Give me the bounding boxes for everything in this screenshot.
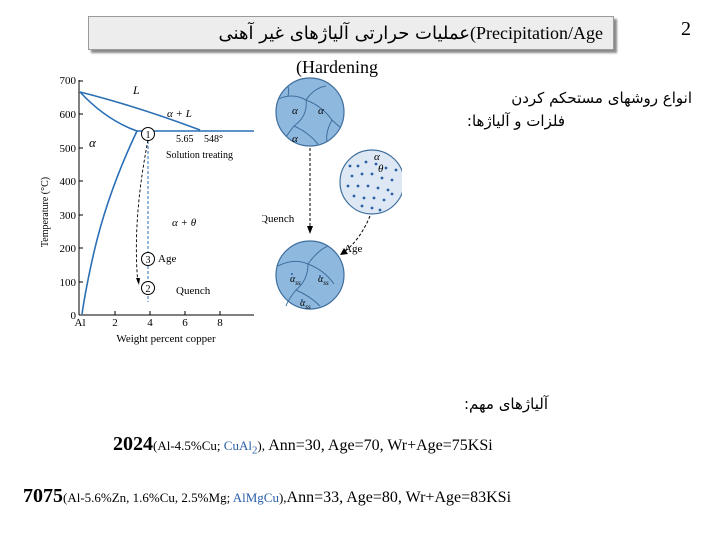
step-number: 1: [146, 130, 151, 141]
process-arrow: [135, 139, 149, 285]
title-persian: عملیات حرارتی آلیاژهای غیر آهنی: [218, 23, 471, 44]
y-axis-label: Temperature (°C): [40, 177, 51, 247]
intro-line-1: انواع روشهای مستحکم کردن: [511, 89, 692, 107]
alloy-number: 2024: [113, 433, 153, 455]
micrograph-aged: αss αss αss: [275, 240, 345, 311]
label-alpha-liquid: α + L: [167, 108, 192, 120]
step-marker-2: [141, 281, 155, 295]
composition-label: 5.65: [176, 134, 194, 145]
x-axis-label: Weight percent copper: [116, 333, 216, 345]
label-alpha: α: [89, 135, 97, 150]
intro-line-2: فلزات و آلیاژها:: [466, 112, 565, 130]
title-text: عملیات حرارتی آلیاژهای غیر آهنی(Precipit…: [219, 23, 603, 44]
title-english: Precipitation/Age: [476, 23, 603, 43]
alloy-composition: (Al-5.6%Zn, 1.6%Cu, 2.5%Mg; AlMgCu),: [63, 490, 287, 505]
x-tick: 8: [217, 317, 223, 329]
x-tick: 2: [112, 317, 118, 329]
y-tick: 400: [60, 176, 77, 188]
alloy-2024-line: 2024(Al-4.5%Cu; CuAl2), Ann=30, Age=70, …: [113, 433, 493, 457]
svg-text:αss: αss: [290, 274, 301, 287]
age-arrow: [343, 215, 371, 253]
y-tick: 200: [60, 243, 77, 255]
title-continuation: (Hardening: [296, 57, 378, 77]
alloy-properties: Ann=30, Age=70, Wr+Age=75KSi: [268, 437, 493, 454]
y-tick: 600: [60, 109, 77, 121]
solution-treating-label: Solution treating: [166, 150, 233, 161]
label-alpha-theta: α + θ: [172, 217, 197, 229]
liquidus-curve: [79, 91, 201, 131]
x-tick: 4: [147, 317, 153, 329]
quench-micro-label: Quench: [262, 213, 295, 225]
alloy-7075-line: 7075(Al-5.6%Zn, 1.6%Cu, 2.5%Mg; AlMgCu),…: [23, 485, 511, 508]
svg-text:α: α: [292, 105, 298, 117]
x-tick: Al: [75, 317, 86, 329]
y-tick: 700: [60, 75, 77, 87]
svg-text:α: α: [292, 133, 298, 145]
micrographs: α α α α θ Quench Age: [262, 77, 402, 311]
svg-text:αss: αss: [318, 274, 329, 287]
solvus-curve: [81, 130, 138, 315]
title-box: عملیات حرارتی آلیاژهای غیر آهنی(Precipit…: [88, 16, 614, 50]
x-tick: 6: [182, 317, 188, 329]
solidus-curve: [79, 91, 138, 132]
age-micro-label: Age: [344, 243, 362, 255]
step-marker-3: [141, 252, 155, 266]
step-number: 2: [146, 284, 151, 295]
y-tick: 0: [71, 310, 77, 322]
svg-text:θ: θ: [378, 163, 384, 175]
phase-diagram: Temperature (°C) 700 600 500 400 300 200…: [36, 72, 256, 348]
micrograph-equilibrium: α θ: [339, 149, 402, 215]
temperature-label: 548°: [204, 134, 223, 145]
svg-text:α: α: [318, 105, 324, 117]
quench-label: Quench: [176, 285, 211, 297]
y-tick: 100: [60, 277, 77, 289]
alloy-composition: (Al-4.5%Cu; CuAl2),: [153, 438, 269, 457]
page-number: 2: [681, 18, 691, 40]
title-open-paren: (: [470, 23, 477, 43]
micrograph-solution-treated: α α α: [275, 77, 345, 147]
svg-text:α: α: [374, 151, 380, 163]
alloy-properties: Ann=33, Age=80, Wr+Age=83KSi: [286, 489, 512, 506]
label-liquid: L: [132, 83, 140, 97]
alloy-number: 7075: [23, 485, 63, 507]
important-alloys-label: آلیاژهای مهم:: [463, 395, 548, 413]
age-label: Age: [158, 253, 176, 265]
step-number: 3: [146, 255, 151, 266]
y-tick: 300: [60, 210, 77, 222]
svg-text:αss: αss: [300, 298, 311, 311]
y-tick: 500: [60, 143, 77, 155]
